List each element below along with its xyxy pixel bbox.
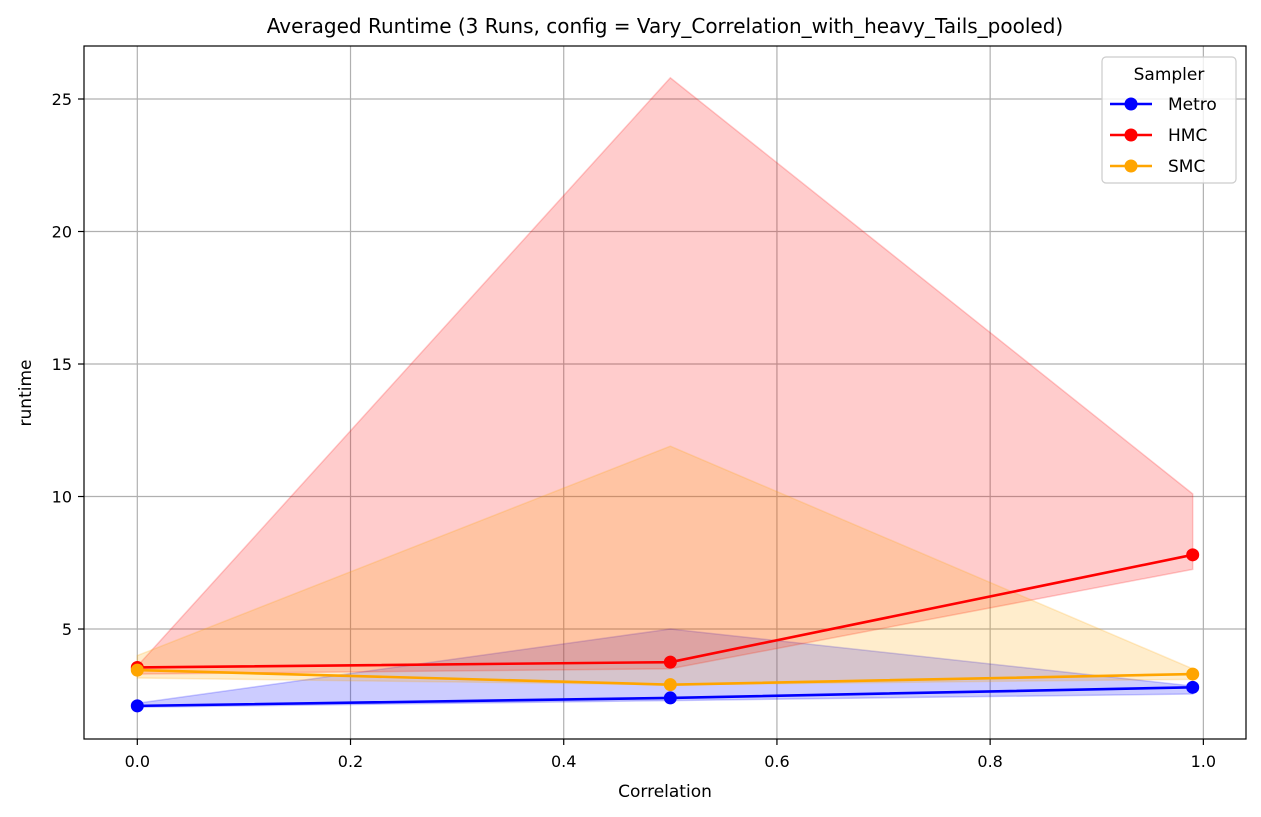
- marker-smc: [130, 663, 144, 677]
- legend-label-smc: SMC: [1168, 157, 1205, 177]
- marker-metro: [1186, 680, 1200, 694]
- legend-label-hmc: HMC: [1168, 126, 1207, 146]
- marker-metro: [130, 699, 144, 713]
- y-axis-label: runtime: [16, 360, 36, 427]
- y-tick-label: 25: [52, 90, 72, 109]
- x-tick-label: 0.2: [338, 752, 363, 771]
- marker-hmc: [1186, 548, 1200, 562]
- chart-title: Averaged Runtime (3 Runs, config = Vary_…: [267, 14, 1063, 38]
- marker-hmc: [663, 655, 677, 669]
- x-tick-label: 0.6: [764, 752, 789, 771]
- legend-marker-metro: [1124, 97, 1138, 111]
- marker-smc: [1186, 667, 1200, 681]
- x-tick-label: 1.0: [1191, 752, 1216, 771]
- legend-title: Sampler: [1134, 65, 1205, 85]
- confidence-bands: [136, 76, 1194, 708]
- y-tick-label: 15: [52, 355, 72, 374]
- plot-frame: [83, 45, 1247, 740]
- y-tick-label: 20: [52, 223, 72, 242]
- x-tick-label: 0.0: [125, 752, 150, 771]
- x-axis-label: Correlation: [618, 782, 712, 802]
- marker-smc: [663, 678, 677, 692]
- legend: Sampler Metro HMC SMC: [1101, 56, 1237, 184]
- x-tick-label: 0.4: [551, 752, 576, 771]
- y-tick-label: 5: [62, 620, 72, 639]
- legend-label-metro: Metro: [1168, 95, 1217, 115]
- marker-metro: [663, 691, 677, 705]
- legend-box: [1101, 56, 1237, 184]
- y-tick-label: 10: [52, 488, 72, 507]
- legend-marker-smc: [1124, 159, 1138, 173]
- legend-marker-hmc: [1124, 128, 1138, 142]
- axis-ticks: 0.0 0.2 0.4 0.6 0.8 1.0 5 10 15 20 25: [52, 90, 1216, 771]
- series-markers: [130, 548, 1200, 713]
- x-tick-label: 0.8: [977, 752, 1002, 771]
